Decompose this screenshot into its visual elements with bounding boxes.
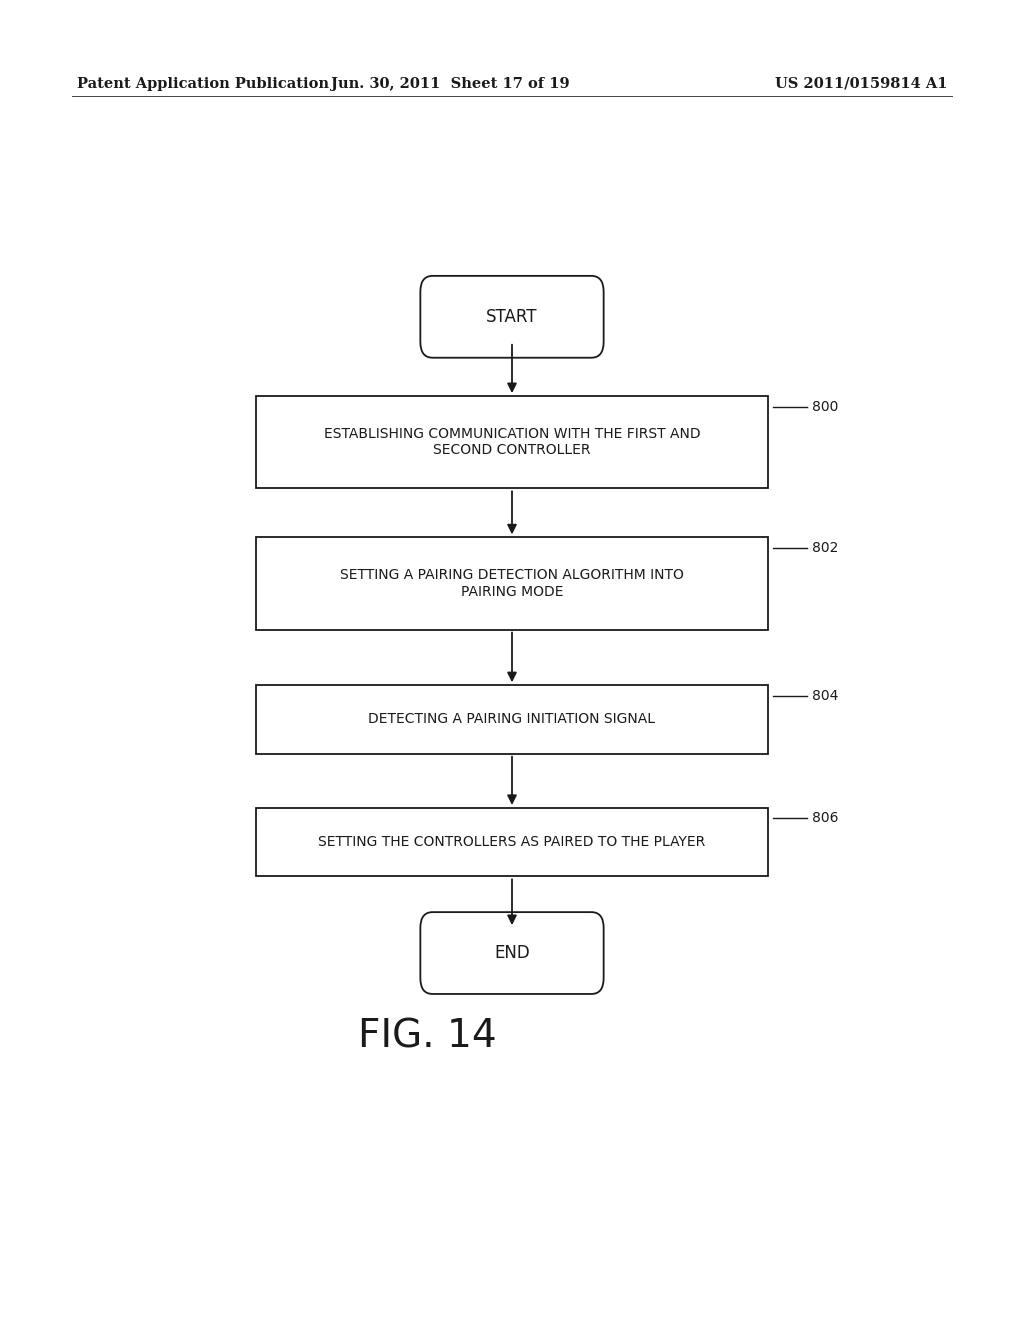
Text: START: START <box>486 308 538 326</box>
Text: 806: 806 <box>812 812 839 825</box>
FancyBboxPatch shape <box>420 276 603 358</box>
Text: 802: 802 <box>812 541 839 554</box>
FancyBboxPatch shape <box>256 537 768 630</box>
Text: 800: 800 <box>812 400 839 413</box>
Text: SETTING A PAIRING DETECTION ALGORITHM INTO
PAIRING MODE: SETTING A PAIRING DETECTION ALGORITHM IN… <box>340 569 684 598</box>
Text: ESTABLISHING COMMUNICATION WITH THE FIRST AND
SECOND CONTROLLER: ESTABLISHING COMMUNICATION WITH THE FIRS… <box>324 428 700 457</box>
FancyBboxPatch shape <box>420 912 603 994</box>
FancyBboxPatch shape <box>256 808 768 876</box>
FancyBboxPatch shape <box>256 396 768 488</box>
FancyBboxPatch shape <box>256 685 768 754</box>
Text: DETECTING A PAIRING INITIATION SIGNAL: DETECTING A PAIRING INITIATION SIGNAL <box>369 713 655 726</box>
Text: 804: 804 <box>812 689 839 702</box>
Text: Jun. 30, 2011  Sheet 17 of 19: Jun. 30, 2011 Sheet 17 of 19 <box>331 77 570 91</box>
Text: FIG. 14: FIG. 14 <box>358 1018 497 1055</box>
Text: END: END <box>495 944 529 962</box>
Text: Patent Application Publication: Patent Application Publication <box>77 77 329 91</box>
Text: SETTING THE CONTROLLERS AS PAIRED TO THE PLAYER: SETTING THE CONTROLLERS AS PAIRED TO THE… <box>318 836 706 849</box>
Text: US 2011/0159814 A1: US 2011/0159814 A1 <box>775 77 947 91</box>
